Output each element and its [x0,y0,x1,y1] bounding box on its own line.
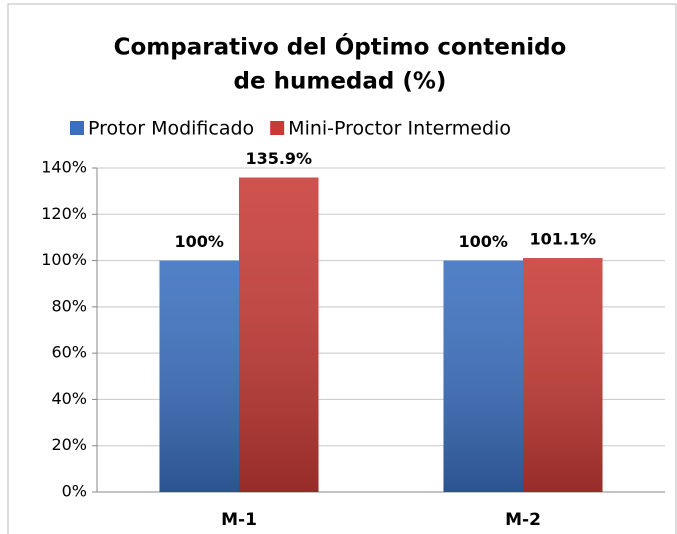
y-tick-label: 60% [51,343,87,362]
x-tick-label: M-2 [505,510,541,530]
chart-title: de humedad (%) [234,69,447,95]
data-label: 100% [175,232,224,251]
x-tick-label: M-1 [221,510,257,530]
y-tick-label: 20% [51,435,87,454]
y-tick-label: 0% [62,482,87,501]
legend-swatch [70,121,84,135]
chart-title: Comparativo del Óptimo contenido [114,33,567,61]
data-label: 101.1% [529,230,596,249]
legend-label: Mini-Proctor Intermedio [288,118,511,140]
y-tick-label: 120% [41,204,87,223]
y-tick-label: 80% [51,296,87,315]
bar-shade [443,260,523,492]
legend-label: Protor Modificado [88,118,254,140]
data-label: 100% [459,232,508,251]
y-tick-label: 140% [41,158,87,177]
bar-shade [159,260,239,492]
bar-shade [523,258,603,492]
y-tick-label: 100% [41,250,87,269]
data-label: 135.9% [245,149,312,168]
bar-shade [239,177,319,492]
legend-swatch [270,121,285,135]
y-tick-label: 40% [51,389,87,408]
